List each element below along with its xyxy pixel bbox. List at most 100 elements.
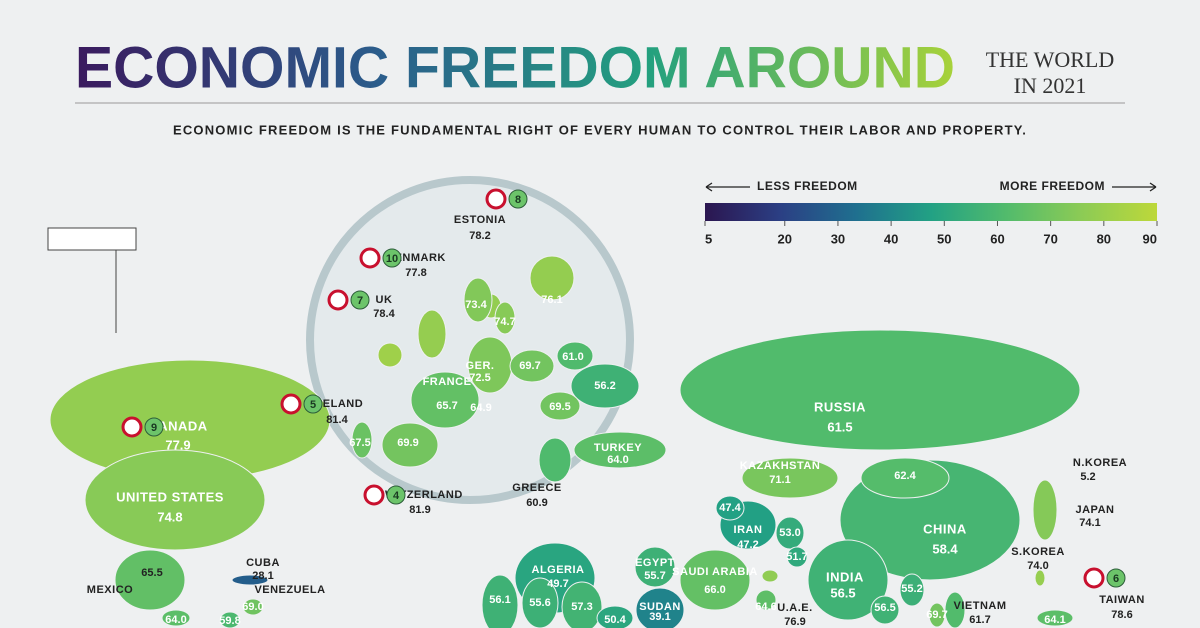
country <box>870 595 900 625</box>
country-value: 55.7 <box>644 570 665 582</box>
country-value: 73.4 <box>465 299 487 311</box>
country <box>417 309 447 359</box>
country-value: 57.3 <box>571 601 592 613</box>
country <box>377 342 403 368</box>
legend-tick-label: 60 <box>990 231 1004 246</box>
country-value: 69.7 <box>926 609 947 621</box>
country-label: 69.0 <box>242 601 263 613</box>
country-value: 74.7 <box>494 316 515 328</box>
country-value: 77.8 <box>405 267 426 279</box>
country-label: 56.5 <box>874 602 895 614</box>
country-value: 5.2 <box>1080 471 1095 483</box>
legend-tick-label: 30 <box>831 231 845 246</box>
country-label: 73.4 <box>465 299 487 311</box>
country-value: 76.1 <box>541 294 562 306</box>
country-label: 55.6 <box>529 597 550 609</box>
country <box>538 437 572 483</box>
country-label: 69.9 <box>397 437 418 449</box>
country <box>242 598 264 616</box>
country-label: 74.7 <box>494 316 515 328</box>
country <box>509 349 555 383</box>
rank: 6 <box>1113 573 1119 585</box>
flag <box>121 416 143 438</box>
rank-badge <box>303 394 323 414</box>
country-value: 64.0 <box>607 454 628 466</box>
country-label: S.KOREA 74.0 <box>1011 546 1065 572</box>
country <box>219 611 241 628</box>
country-name: U.A.E. <box>777 602 812 614</box>
country-value: 60.9 <box>526 497 547 509</box>
country <box>679 329 1081 451</box>
country-label: GREECE 60.9 <box>512 482 561 509</box>
country <box>463 277 493 323</box>
country-label: 51.7 <box>786 551 807 563</box>
labels: ESTONIA78.28DENMARK77.810UK78.47IRELAND8… <box>87 188 1145 628</box>
country <box>84 449 266 551</box>
rank: 9 <box>151 422 157 434</box>
country-name: INDIA <box>826 569 864 584</box>
country-value: 28.1 <box>252 570 273 582</box>
country-name: GER. <box>466 360 495 372</box>
country <box>231 574 269 586</box>
country-value: 50.4 <box>604 614 626 626</box>
country-label: 56.2 <box>594 380 615 392</box>
country-label: SAUDI ARABIA 66.0 <box>672 566 757 596</box>
country-label: 69.7 <box>926 609 947 621</box>
country-label: FRANCE 65.7 <box>423 376 471 412</box>
country <box>351 421 373 459</box>
country-label: 56.1 <box>489 594 510 606</box>
country-value: 74.8 <box>157 509 182 524</box>
country-label: 64.0 <box>165 614 186 626</box>
country-value: 74.1 <box>1079 517 1100 529</box>
country-label: ESTONIA 78.2 8 <box>454 188 528 242</box>
legend-tick-label: 80 <box>1097 231 1111 246</box>
country-name: UK <box>376 294 393 306</box>
country-label: ALGERIA 49.7 <box>532 564 585 590</box>
rank: 8 <box>515 194 521 206</box>
country <box>561 581 603 628</box>
country <box>761 569 779 583</box>
country <box>944 591 966 628</box>
country-label: VENEZUELA <box>254 584 325 596</box>
country <box>634 546 676 588</box>
country-value: 66.0 <box>704 584 725 596</box>
country-value: 64.0 <box>165 614 186 626</box>
country <box>715 495 745 521</box>
country <box>410 371 480 429</box>
country-name: TAIWAN <box>1099 594 1145 606</box>
country-label: 76.1 <box>541 294 562 306</box>
country-value: 64.9 <box>470 402 491 414</box>
country-name: JAPAN <box>1076 504 1115 516</box>
country-value: 49.7 <box>547 578 568 590</box>
country <box>1034 569 1046 587</box>
country <box>481 574 519 628</box>
country-value: 81.4 <box>326 414 348 426</box>
subtitle: ECONOMIC FREEDOM IS THE FUNDAMENTAL RIGH… <box>173 122 1027 137</box>
country-name: TURKEY <box>594 442 642 454</box>
country-value: 69.9 <box>397 437 418 449</box>
country-name: N.KOREA <box>1073 457 1127 469</box>
country-value: 77.9 <box>165 437 190 452</box>
country-label: U.A.E. 76.9 <box>777 602 812 628</box>
country-value: 56.2 <box>594 380 615 392</box>
country-value: 72.5 <box>469 372 490 384</box>
title-side: IN 2021 <box>1014 73 1087 98</box>
country-label: 55.2 <box>901 583 922 595</box>
country-value: 56.1 <box>489 594 510 606</box>
country-label: 64.6 <box>755 601 776 613</box>
country-value: 69.7 <box>519 360 540 372</box>
rank-badge <box>386 485 406 505</box>
country-name: IRAN <box>734 524 763 536</box>
country-name: MEXICO <box>87 584 133 596</box>
country-label: MEXICO 65.5 <box>87 567 163 596</box>
country-label: 57.3 <box>571 601 592 613</box>
country-value: 74.0 <box>1027 560 1048 572</box>
legend-tick-label: 5 <box>705 231 712 246</box>
country-name: VIETNAM <box>954 600 1007 612</box>
country-label: VIETNAM 61.7 <box>954 600 1007 626</box>
country-name: S.KOREA <box>1011 546 1065 558</box>
country-value: 69.5 <box>549 401 570 413</box>
country <box>161 609 191 627</box>
